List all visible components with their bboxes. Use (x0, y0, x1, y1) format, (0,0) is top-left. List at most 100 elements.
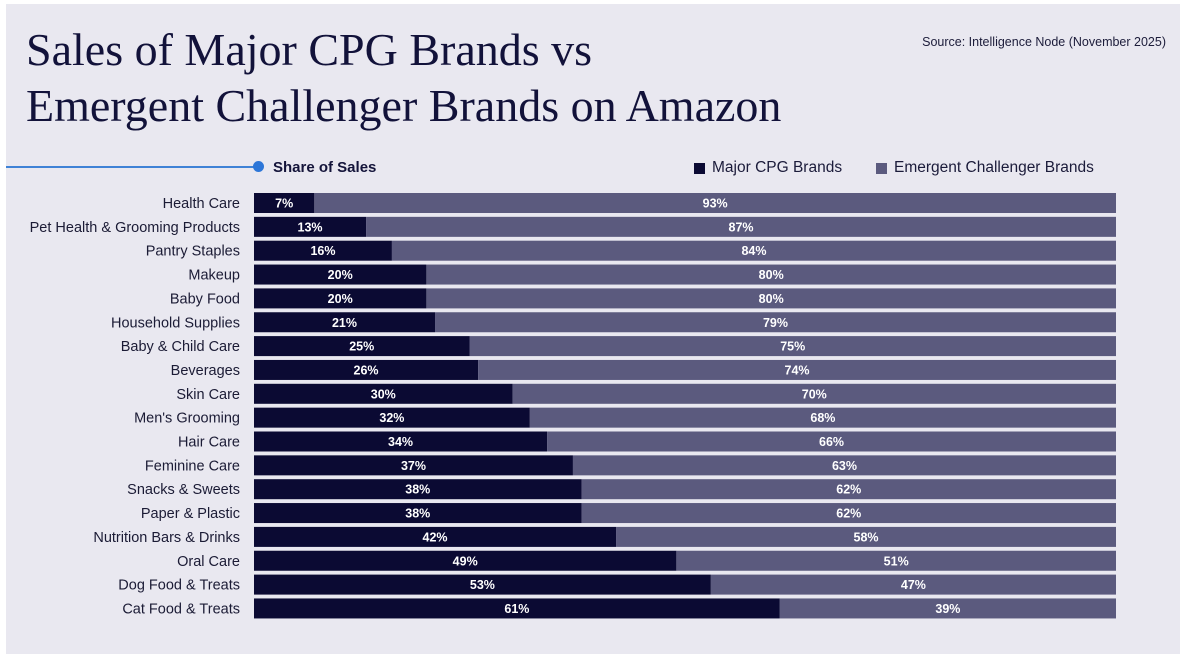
data-label-challenger: 47% (901, 578, 926, 592)
data-label-challenger: 87% (729, 220, 754, 234)
bar-major (254, 574, 711, 595)
data-label-challenger: 93% (703, 197, 728, 211)
category-label: Skin Care (176, 387, 240, 403)
category-label: Snacks & Sweets (127, 482, 240, 498)
bar-major (254, 526, 617, 547)
legend-swatch-major (694, 162, 705, 174)
bar-major (254, 312, 436, 333)
bar-challenger (676, 550, 1116, 571)
bar-major (254, 359, 479, 380)
category-label: Baby Food (170, 291, 240, 307)
bar-challenger (426, 264, 1116, 285)
data-label-major: 20% (328, 292, 353, 306)
bar-challenger (572, 455, 1116, 476)
bar-major (254, 598, 780, 619)
bar-major (254, 336, 470, 357)
data-label-major: 49% (453, 554, 478, 568)
bar-challenger (469, 336, 1116, 357)
bar-challenger (529, 407, 1116, 428)
legend-item-major: Major CPG Brands (694, 159, 842, 177)
bar-challenger (547, 431, 1116, 452)
bar-challenger (616, 526, 1116, 547)
bar-challenger (581, 503, 1116, 524)
bar-major (254, 264, 427, 285)
category-label: Baby & Child Care (121, 339, 240, 355)
data-label-challenger: 62% (836, 483, 861, 497)
header-accent-line (6, 166, 254, 168)
category-label: Household Supplies (111, 315, 240, 331)
chart-header-label: Share of Sales (273, 159, 377, 176)
legend-swatch-challenger (876, 162, 887, 174)
data-label-major: 38% (405, 507, 430, 521)
data-label-challenger: 68% (810, 411, 835, 425)
data-label-major: 53% (470, 578, 495, 592)
data-label-major: 42% (423, 530, 448, 544)
category-label: Pantry Staples (146, 244, 240, 260)
slide: Sales of Major CPG Brands vs Emergent Ch… (6, 4, 1180, 654)
bar-major (254, 193, 315, 213)
header-accent-dot (253, 161, 264, 172)
bar-major (254, 240, 392, 261)
data-label-major: 13% (298, 220, 323, 234)
bar-challenger (391, 240, 1116, 261)
bar-major (254, 479, 582, 500)
data-label-major: 30% (371, 387, 396, 401)
bar-challenger (366, 216, 1116, 237)
data-label-major: 32% (379, 411, 404, 425)
source-note: Source: Intelligence Node (November 2025… (922, 35, 1166, 49)
bar-challenger (779, 598, 1116, 619)
legend-label-major: Major CPG Brands (712, 159, 843, 176)
category-label: Health Care (163, 196, 240, 212)
data-label-challenger: 66% (819, 435, 844, 449)
title-line-2: Emergent Challenger Brands on Amazon (26, 80, 782, 131)
data-label-challenger: 51% (884, 554, 909, 568)
stacked-bar-chart: Health Care 7% 93% Pet Health & Grooming Pr… (30, 193, 1117, 619)
data-label-major: 26% (354, 363, 379, 377)
category-label: Feminine Care (145, 458, 240, 474)
data-label-major: 7% (275, 197, 293, 211)
category-label: Oral Care (177, 554, 240, 570)
data-label-major: 16% (310, 244, 335, 258)
data-label-major: 21% (332, 316, 357, 330)
bar-major (254, 550, 677, 571)
category-label: Men's Grooming (134, 411, 240, 427)
data-label-major: 37% (401, 459, 426, 473)
data-label-challenger: 70% (802, 387, 827, 401)
bar-challenger (710, 574, 1116, 595)
category-label: Pet Health & Grooming Products (30, 220, 240, 236)
bar-major (254, 216, 367, 237)
category-label: Nutrition Bars & Drinks (93, 530, 240, 546)
data-label-challenger: 39% (935, 602, 960, 616)
bar-major (254, 288, 427, 309)
data-label-challenger: 80% (759, 268, 784, 282)
bar-challenger (426, 288, 1116, 309)
data-label-major: 20% (328, 268, 353, 282)
bar-challenger (478, 359, 1116, 380)
data-label-challenger: 80% (759, 292, 784, 306)
data-label-challenger: 62% (836, 507, 861, 521)
data-label-major: 25% (349, 340, 374, 354)
bar-challenger (581, 479, 1116, 500)
page-title: Sales of Major CPG Brands vs Emergent Ch… (26, 22, 906, 134)
bar-major (254, 383, 513, 404)
category-label: Paper & Plastic (141, 506, 240, 522)
data-label-challenger: 63% (832, 459, 857, 473)
bar-major (254, 503, 582, 524)
bar-challenger (314, 193, 1117, 213)
data-label-major: 38% (405, 483, 430, 497)
bar-major (254, 431, 548, 452)
bar-challenger (435, 312, 1116, 333)
category-label: Beverages (171, 363, 240, 379)
category-label: Hair Care (178, 435, 240, 451)
data-label-major: 61% (504, 602, 529, 616)
category-label: Dog Food & Treats (118, 578, 240, 594)
title-line-1: Sales of Major CPG Brands vs (26, 24, 593, 75)
data-label-challenger: 58% (854, 530, 879, 544)
data-label-challenger: 75% (780, 340, 805, 354)
data-label-challenger: 84% (741, 244, 766, 258)
data-label-challenger: 74% (785, 363, 810, 377)
category-label: Cat Food & Treats (122, 601, 240, 617)
data-label-challenger: 79% (763, 316, 788, 330)
legend-label-challenger: Emergent Challenger Brands (894, 159, 1094, 176)
legend-item-challenger: Emergent Challenger Brands (876, 159, 1094, 177)
